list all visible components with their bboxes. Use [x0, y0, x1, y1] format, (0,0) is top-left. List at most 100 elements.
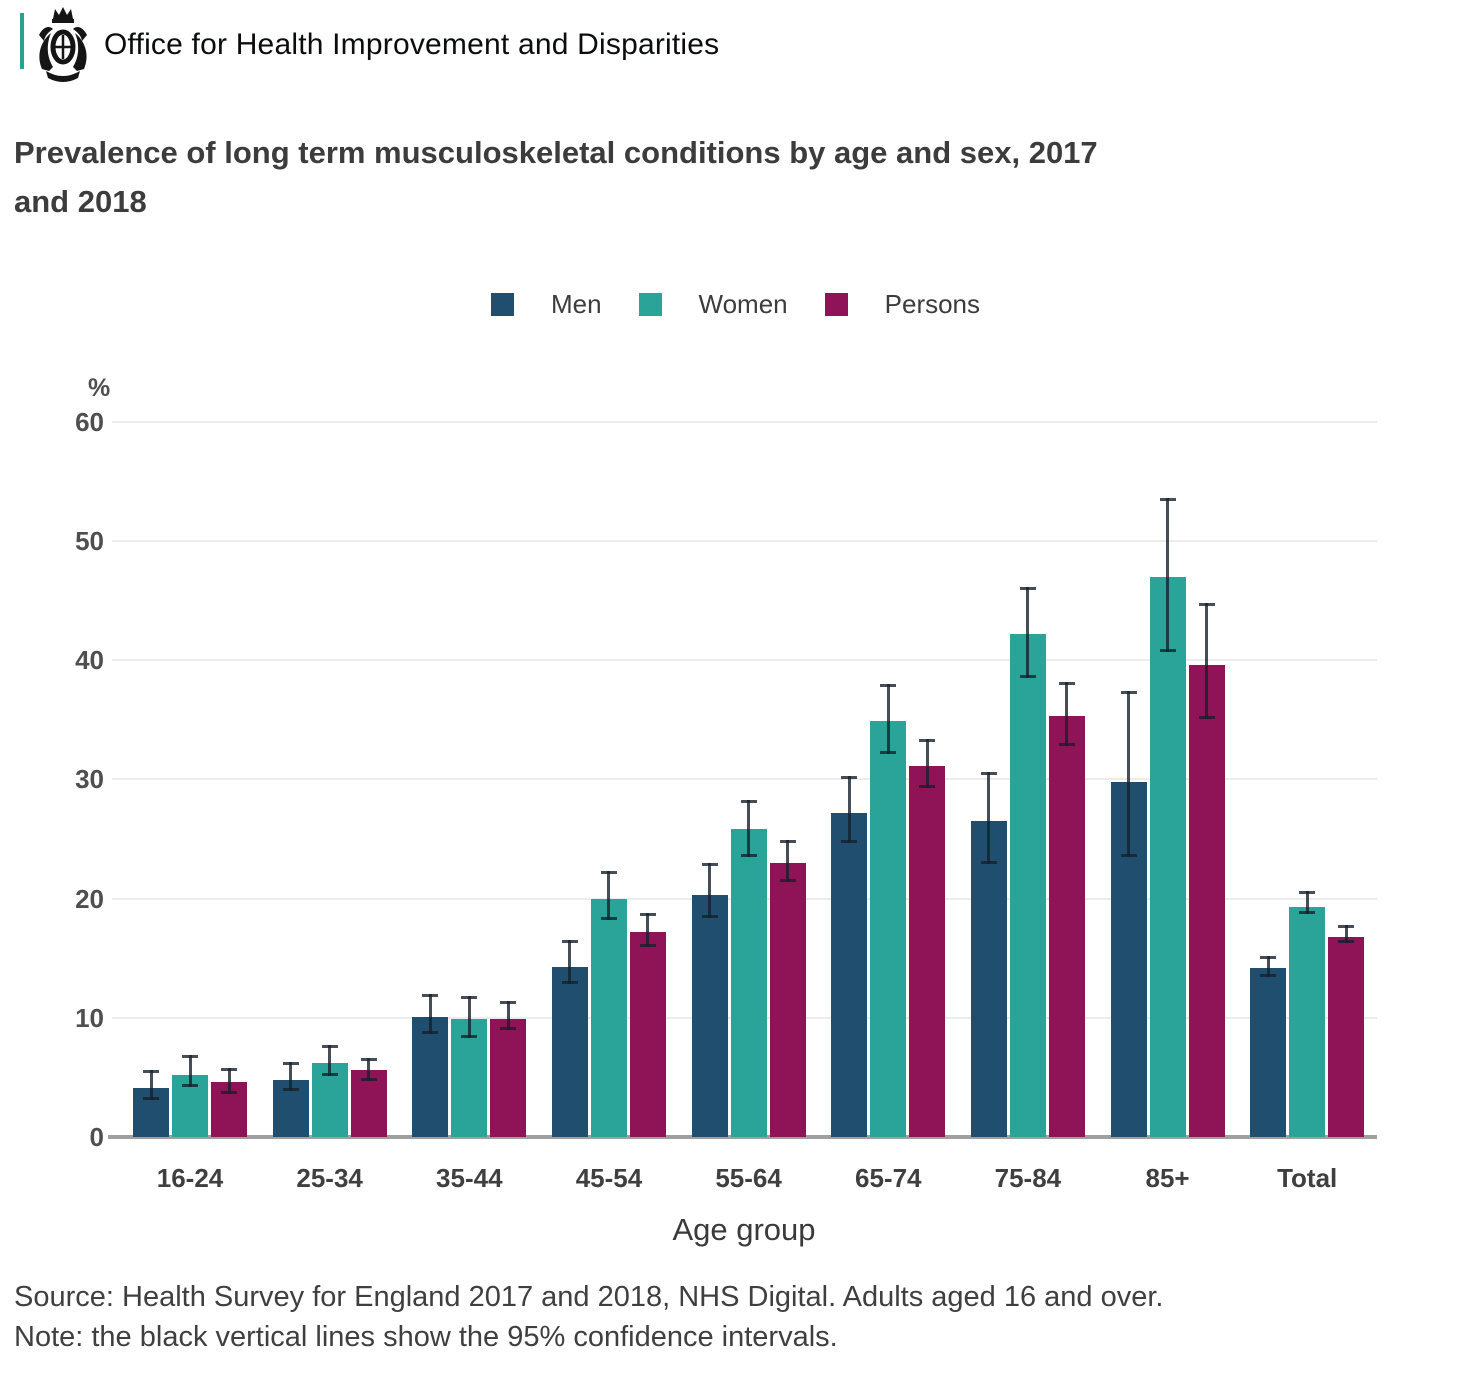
ci-line-women-55-64 — [747, 799, 751, 857]
header-accent-bar — [20, 13, 24, 69]
ci-cap-top-women-75-84 — [1019, 587, 1036, 591]
y-tick-label-20: 20 — [75, 883, 104, 914]
ci-cap-bottom-men-Total — [1260, 974, 1277, 978]
gridline-50 — [112, 540, 1377, 542]
ci-line-women-16-24 — [188, 1054, 192, 1087]
ci-line-men-25-34 — [289, 1061, 293, 1091]
gridline-40 — [112, 659, 1377, 662]
ci-line-persons-45-54 — [646, 912, 650, 948]
ci-line-women-85+ — [1166, 498, 1170, 652]
legend-label-persons: Persons — [884, 289, 981, 319]
ci-line-men-45-54 — [568, 940, 572, 985]
ci-line-women-25-34 — [328, 1045, 332, 1077]
ci-cap-top-men-65-74 — [841, 775, 858, 779]
bar-women-65-74 — [870, 720, 907, 1137]
bar-persons-45-54 — [629, 931, 666, 1137]
ci-cap-top-men-Total — [1260, 955, 1277, 959]
ci-cap-bottom-men-65-74 — [841, 839, 858, 843]
ci-line-women-75-84 — [1026, 587, 1030, 679]
bar-men-65-74 — [831, 812, 868, 1137]
ci-cap-bottom-persons-Total — [1338, 939, 1355, 943]
ci-cap-top-persons-25-34 — [360, 1058, 377, 1062]
legend-swatch-women — [638, 293, 662, 316]
ci-cap-top-persons-16-24 — [221, 1067, 237, 1071]
ci-line-women-35-44 — [467, 996, 471, 1039]
bar-men-45-54 — [551, 966, 588, 1137]
org-name: Office for Health Improvement and Dispar… — [104, 28, 720, 61]
bar-women-Total — [1289, 906, 1326, 1137]
ci-cap-top-persons-45-54 — [639, 912, 656, 916]
ci-cap-top-men-45-54 — [561, 940, 578, 944]
bar-women-45-54 — [590, 898, 627, 1137]
ci-cap-bottom-women-25-34 — [321, 1073, 338, 1077]
note-text: Note: the black vertical lines show the … — [14, 1321, 838, 1353]
ci-cap-bottom-women-Total — [1299, 911, 1316, 915]
ci-cap-top-persons-75-84 — [1058, 681, 1075, 685]
ci-cap-top-men-75-84 — [980, 772, 997, 776]
ci-line-men-75-84 — [987, 772, 991, 865]
bar-persons-55-64 — [769, 862, 806, 1137]
ci-line-men-85+ — [1127, 691, 1131, 857]
ci-cap-bottom-men-16-24 — [143, 1097, 159, 1101]
ci-cap-bottom-men-85+ — [1120, 853, 1137, 857]
bar-persons-35-44 — [490, 1018, 527, 1137]
ci-cap-top-women-45-54 — [600, 871, 617, 875]
ci-cap-top-women-25-34 — [321, 1045, 338, 1049]
ci-line-women-65-74 — [886, 684, 890, 755]
ci-line-women-45-54 — [607, 871, 611, 921]
ci-cap-top-persons-35-44 — [500, 1001, 517, 1005]
ci-cap-bottom-persons-35-44 — [500, 1026, 517, 1030]
chart-title: Prevalence of long term musculoskeletal … — [14, 128, 1464, 226]
ci-line-persons-35-44 — [506, 1001, 510, 1030]
ci-cap-bottom-men-55-64 — [701, 914, 718, 918]
ci-cap-bottom-women-16-24 — [182, 1083, 198, 1087]
y-tick-label-10: 10 — [75, 1002, 104, 1033]
x-axis-line — [108, 1135, 1377, 1139]
bar-women-85+ — [1149, 576, 1186, 1137]
bar-persons-25-34 — [350, 1070, 387, 1137]
chart-title-line-1: Prevalence of long term musculoskeletal … — [14, 135, 1098, 170]
ci-cap-top-persons-85+ — [1198, 602, 1215, 606]
ci-cap-top-men-25-34 — [282, 1061, 299, 1065]
x-tick-label-55-64: 55-64 — [715, 1163, 782, 1193]
ci-cap-bottom-persons-25-34 — [360, 1077, 377, 1081]
ci-cap-top-women-65-74 — [880, 684, 897, 688]
ci-cap-top-persons-65-74 — [919, 738, 936, 742]
legend-swatch-persons — [824, 293, 848, 316]
x-tick-label-85+: 85+ — [1145, 1163, 1190, 1193]
bar-men-55-64 — [691, 895, 728, 1137]
ci-cap-bottom-women-65-74 — [880, 751, 897, 755]
ci-cap-bottom-women-85+ — [1159, 648, 1176, 652]
royal-crest-logo — [33, 5, 93, 87]
ci-cap-bottom-persons-65-74 — [919, 784, 936, 788]
ci-cap-top-persons-55-64 — [779, 840, 796, 844]
ci-cap-bottom-persons-16-24 — [221, 1091, 237, 1095]
ci-cap-top-women-55-64 — [740, 799, 757, 803]
bar-men-75-84 — [970, 821, 1007, 1137]
ci-cap-bottom-women-35-44 — [461, 1035, 478, 1039]
bar-women-35-44 — [451, 1018, 488, 1137]
x-tick-label-35-44: 35-44 — [436, 1163, 503, 1193]
ci-line-women-Total — [1305, 891, 1309, 915]
ci-line-persons-65-74 — [925, 738, 929, 788]
ci-line-men-65-74 — [847, 775, 851, 843]
gridline-60 — [112, 420, 1377, 423]
ci-cap-top-men-35-44 — [422, 993, 439, 997]
x-tick-label-45-54: 45-54 — [575, 1163, 643, 1193]
bar-men-Total — [1250, 967, 1287, 1137]
ci-line-men-55-64 — [708, 862, 712, 918]
ci-cap-top-persons-Total — [1338, 924, 1355, 928]
bar-persons-85+ — [1188, 664, 1225, 1137]
ci-cap-bottom-men-25-34 — [282, 1087, 299, 1091]
ci-cap-bottom-men-75-84 — [980, 861, 997, 865]
bar-men-35-44 — [412, 1016, 449, 1137]
ci-cap-top-women-Total — [1299, 891, 1316, 895]
ci-cap-bottom-men-45-54 — [561, 981, 578, 985]
y-tick-label-40: 40 — [75, 645, 104, 676]
ci-cap-bottom-women-75-84 — [1019, 675, 1036, 679]
x-tick-label-25-34: 25-34 — [296, 1163, 363, 1193]
bar-persons-Total — [1328, 936, 1365, 1137]
ci-cap-bottom-persons-75-84 — [1058, 743, 1075, 747]
ci-line-men-35-44 — [428, 993, 432, 1035]
